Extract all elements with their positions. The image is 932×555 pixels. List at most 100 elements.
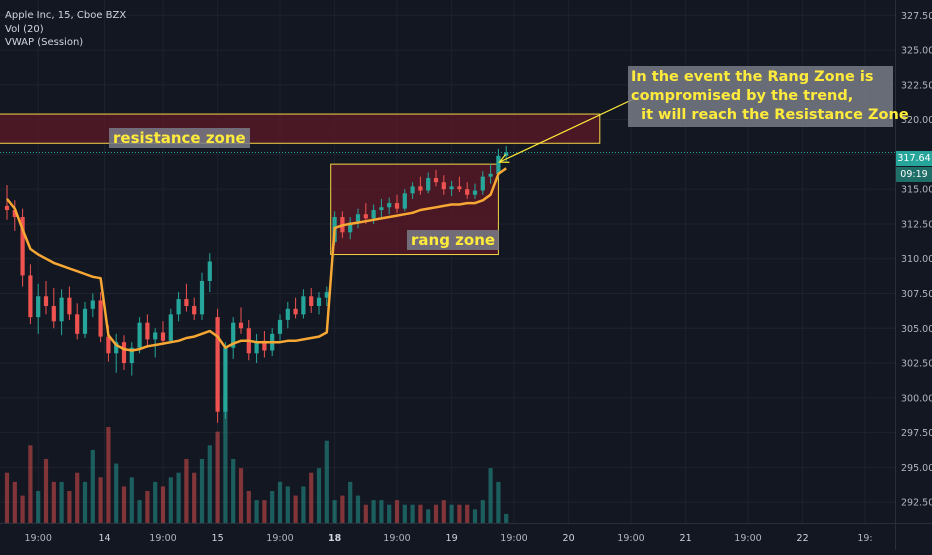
y-tick-label: 312.50 [901, 219, 932, 230]
candle-body [504, 152, 509, 156]
volume-bar [168, 477, 173, 523]
volume-bar [449, 504, 454, 523]
volume-bar [301, 486, 306, 523]
annotation-note-line: In the event the Rang Zone is [631, 69, 874, 85]
volume-bar [394, 500, 400, 523]
volume-bar [121, 486, 127, 523]
volume-bar [215, 431, 220, 523]
volume-bar [82, 481, 88, 523]
volume-bar [480, 500, 485, 523]
candle-body [355, 214, 361, 223]
volume-bar [332, 500, 337, 523]
candle-body [43, 296, 49, 307]
volume-bar [355, 495, 361, 523]
x-tick-label: 14 [98, 533, 110, 544]
x-tick-label: 19:00 [149, 533, 176, 544]
volume-bar [488, 468, 493, 523]
candle-body [324, 292, 329, 298]
volume-bar [504, 513, 509, 523]
volume-bar [192, 472, 197, 523]
candle-body [426, 178, 431, 191]
candle-body [20, 216, 25, 276]
x-tick-label: 15 [212, 533, 224, 544]
candle-body [238, 322, 244, 329]
annotation-note-line: compromised by the trend, [631, 88, 854, 104]
legend-vwap[interactable]: VWAP (Session) [5, 37, 84, 48]
annotation-note[interactable]: In the event the Rang Zone is compromise… [628, 66, 909, 127]
volume-bar [160, 486, 166, 523]
volume-bar [90, 449, 95, 523]
volume-bar [285, 486, 290, 523]
volume-bar [379, 500, 384, 523]
volume-bar [207, 445, 212, 523]
volume-bar [98, 477, 103, 523]
x-tick-label: 18 [328, 533, 342, 544]
y-tick-label: 310.00 [901, 254, 932, 265]
x-tick-label: 19:00 [617, 533, 644, 544]
candle-body [137, 322, 142, 348]
volume-bar [340, 495, 345, 523]
annotation-arrow [499, 95, 641, 163]
candle-body [254, 340, 259, 354]
volume-bar [348, 481, 353, 523]
candle-body [192, 306, 197, 315]
candle-body [231, 322, 236, 348]
candle-body [215, 317, 220, 412]
zones-layer [0, 113, 601, 256]
volume-bar [496, 481, 501, 523]
volume-bar [324, 440, 329, 523]
candle-body [98, 300, 103, 337]
volume-bar [441, 500, 446, 523]
candle-body [309, 296, 314, 307]
legend-volume[interactable]: Vol (20) [5, 23, 44, 35]
x-tick-label: 19:00 [383, 533, 410, 544]
volume-bar [137, 500, 142, 523]
candle-body [12, 210, 17, 217]
candle-body [223, 347, 228, 412]
volume-bar [387, 504, 392, 523]
candle-body [379, 207, 384, 211]
candle-body [488, 173, 493, 177]
volume-bar [426, 509, 431, 523]
x-tick-label: 22 [797, 533, 809, 544]
annotation-arrowhead [498, 153, 510, 163]
y-tick-label: 305.00 [901, 324, 932, 335]
vwap-line [6, 167, 507, 352]
candle-body [496, 155, 501, 174]
candle-body [184, 299, 189, 307]
volume-bar [262, 500, 267, 523]
volume-bar [363, 504, 368, 523]
candle-body [75, 314, 80, 334]
candle-body [168, 314, 173, 341]
volume-bar [270, 491, 275, 523]
legend-symbol[interactable]: Apple Inc, 15, Cboe BZX [5, 10, 127, 21]
volume-bar [293, 495, 298, 523]
candle-body [121, 342, 127, 364]
rang-zone-label[interactable]: rang zone [407, 230, 500, 250]
volume-bar [465, 504, 470, 523]
candle-body [441, 182, 446, 190]
volume-bar [184, 459, 189, 523]
x-tick-label: 19 [446, 533, 458, 544]
volume-bar [36, 491, 41, 523]
candle-body [371, 210, 376, 219]
y-tick-label: 327.50 [901, 11, 932, 22]
y-tick-label: 320.00 [901, 115, 932, 126]
vwap-layer [6, 167, 507, 352]
volume-bar [223, 395, 228, 523]
volume-bar [371, 500, 376, 523]
volume-bar [433, 504, 439, 523]
resistance-zone-label[interactable]: resistance zone [109, 128, 250, 148]
candle-body [51, 306, 56, 322]
volume-bar [4, 472, 10, 523]
volume-bar [129, 477, 134, 523]
candle-body [153, 332, 158, 340]
annotation-note-line: it will reach the Resistance Zone [631, 107, 909, 123]
last-price-tag: 317.64 [896, 151, 932, 166]
candle-body [176, 299, 181, 315]
candle-body [348, 222, 353, 233]
x-tick-label: 20 [563, 533, 575, 544]
volume-bar [457, 504, 462, 523]
